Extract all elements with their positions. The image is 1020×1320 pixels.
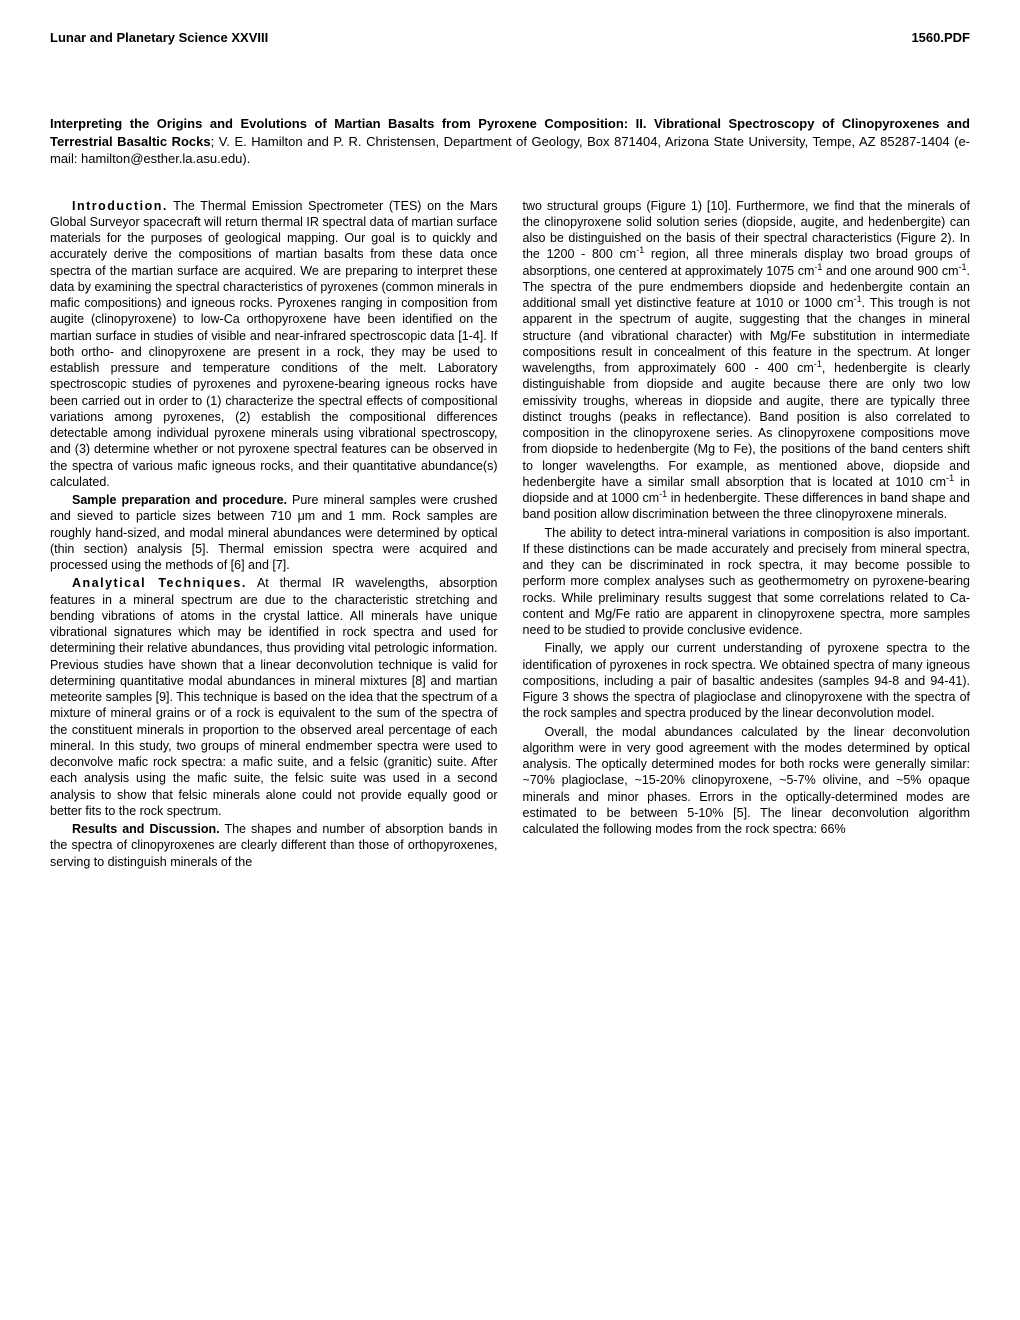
- intro-heading: Introduction.: [72, 199, 168, 213]
- analytical-heading: Analytical Techniques.: [72, 576, 247, 590]
- results-paragraph: Results and Discussion. The shapes and n…: [50, 821, 498, 870]
- header-left: Lunar and Planetary Science XXVIII: [50, 30, 268, 45]
- page-header: Lunar and Planetary Science XXVIII 1560.…: [50, 30, 970, 45]
- column-right: two structural groups (Figure 1) [10]. F…: [523, 198, 971, 872]
- intro-body: The Thermal Emission Spectrometer (TES) …: [50, 199, 498, 489]
- sample-paragraph: Sample preparation and procedure. Pure m…: [50, 492, 498, 573]
- col2-p4: Overall, the modal abundances calculated…: [523, 724, 971, 838]
- body-columns: Introduction. The Thermal Emission Spect…: [50, 198, 970, 872]
- title-block: Interpreting the Origins and Evolutions …: [50, 115, 970, 168]
- analytical-body: At thermal IR wavelengths, absorption fe…: [50, 576, 498, 818]
- intro-paragraph: Introduction. The Thermal Emission Spect…: [50, 198, 498, 491]
- sample-heading: Sample preparation and procedure.: [72, 493, 287, 507]
- col2-p3: Finally, we apply our current understand…: [523, 640, 971, 721]
- analytical-paragraph: Analytical Techniques. At thermal IR wav…: [50, 575, 498, 819]
- column-left: Introduction. The Thermal Emission Spect…: [50, 198, 498, 872]
- results-heading: Results and Discussion.: [72, 822, 220, 836]
- col2-p2: The ability to detect intra-mineral vari…: [523, 525, 971, 639]
- col2-p1: two structural groups (Figure 1) [10]. F…: [523, 198, 971, 523]
- header-right: 1560.PDF: [911, 30, 970, 45]
